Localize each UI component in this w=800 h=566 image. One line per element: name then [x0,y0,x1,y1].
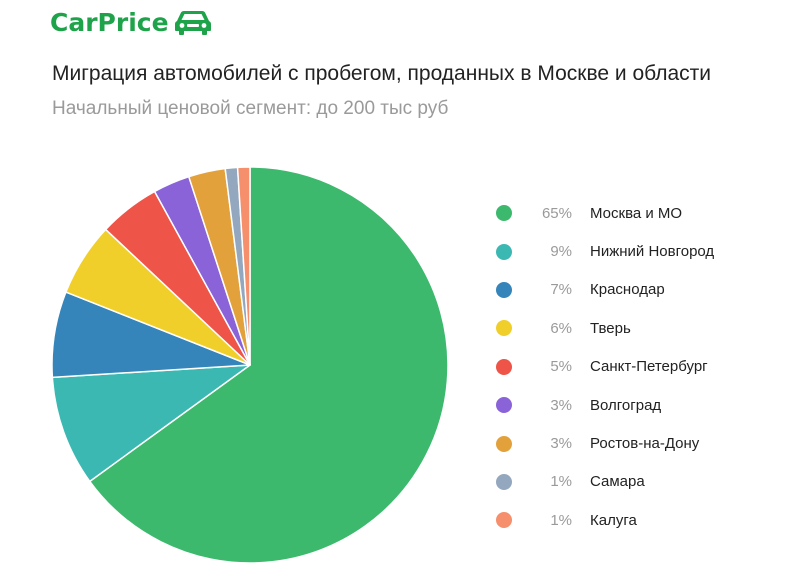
pie-slice-1 [51,364,251,483]
car-icon [174,11,211,35]
legend-percent: 6% [550,319,572,337]
legend-item: 9% Нижний Новгород [496,232,714,270]
brand-name: CarPrice [50,7,169,37]
legend-percent: 3% [550,435,572,453]
legend-label: Санкт-Петербург [590,358,708,376]
legend-item: 3% Волгоград [496,386,714,424]
chart-legend: 65% Москва и МО 9% Нижний Новгород 7% Краснод… [496,194,714,540]
legend-percent: 1% [550,511,572,529]
legend-swatch [496,243,512,260]
legend-label: Тверь [590,319,631,337]
legend-swatch [496,320,512,337]
legend-percent: 9% [550,243,572,261]
legend-swatch [496,397,512,414]
legend-percent: 65% [541,204,572,222]
chart-subtitle: Начальный ценовой сегмент: до 200 тыс ру… [52,98,449,119]
legend-item: 7% Краснодар [496,271,714,309]
legend-item: 1% Калуга [496,501,714,539]
chart-title: Миграция автомобилей с пробегом, проданн… [52,62,711,85]
legend-item: 65% Москва и МО [496,194,714,232]
legend-swatch [496,281,512,298]
legend-swatch [496,435,512,452]
legend-percent: 3% [550,396,572,414]
legend-label: Ростов-на-Дону [590,435,700,453]
carprice-logo: CarPrice [50,4,212,40]
legend-swatch [496,473,512,490]
legend-item: 6% Тверь [496,309,714,347]
legend-label: Волгоград [590,396,662,414]
legend-swatch [496,358,512,375]
legend-swatch [496,205,512,222]
legend-label: Нижний Новгород [590,243,715,261]
legend-item: 1% Самара [496,463,714,501]
legend-percent: 1% [550,473,572,491]
pie-slice-8 [236,166,251,366]
legend-percent: 5% [550,358,572,376]
legend-label: Самара [590,473,645,491]
legend-item: 3% Ростов-на-Дону [496,424,714,462]
legend-label: Москва и МО [590,204,683,222]
legend-label: Краснодар [590,281,665,299]
legend-swatch [496,512,512,529]
legend-item: 5% Санкт-Петербург [496,348,714,386]
pie-slice-0 [89,166,449,564]
legend-percent: 7% [550,281,572,299]
legend-label: Калуга [590,511,637,529]
